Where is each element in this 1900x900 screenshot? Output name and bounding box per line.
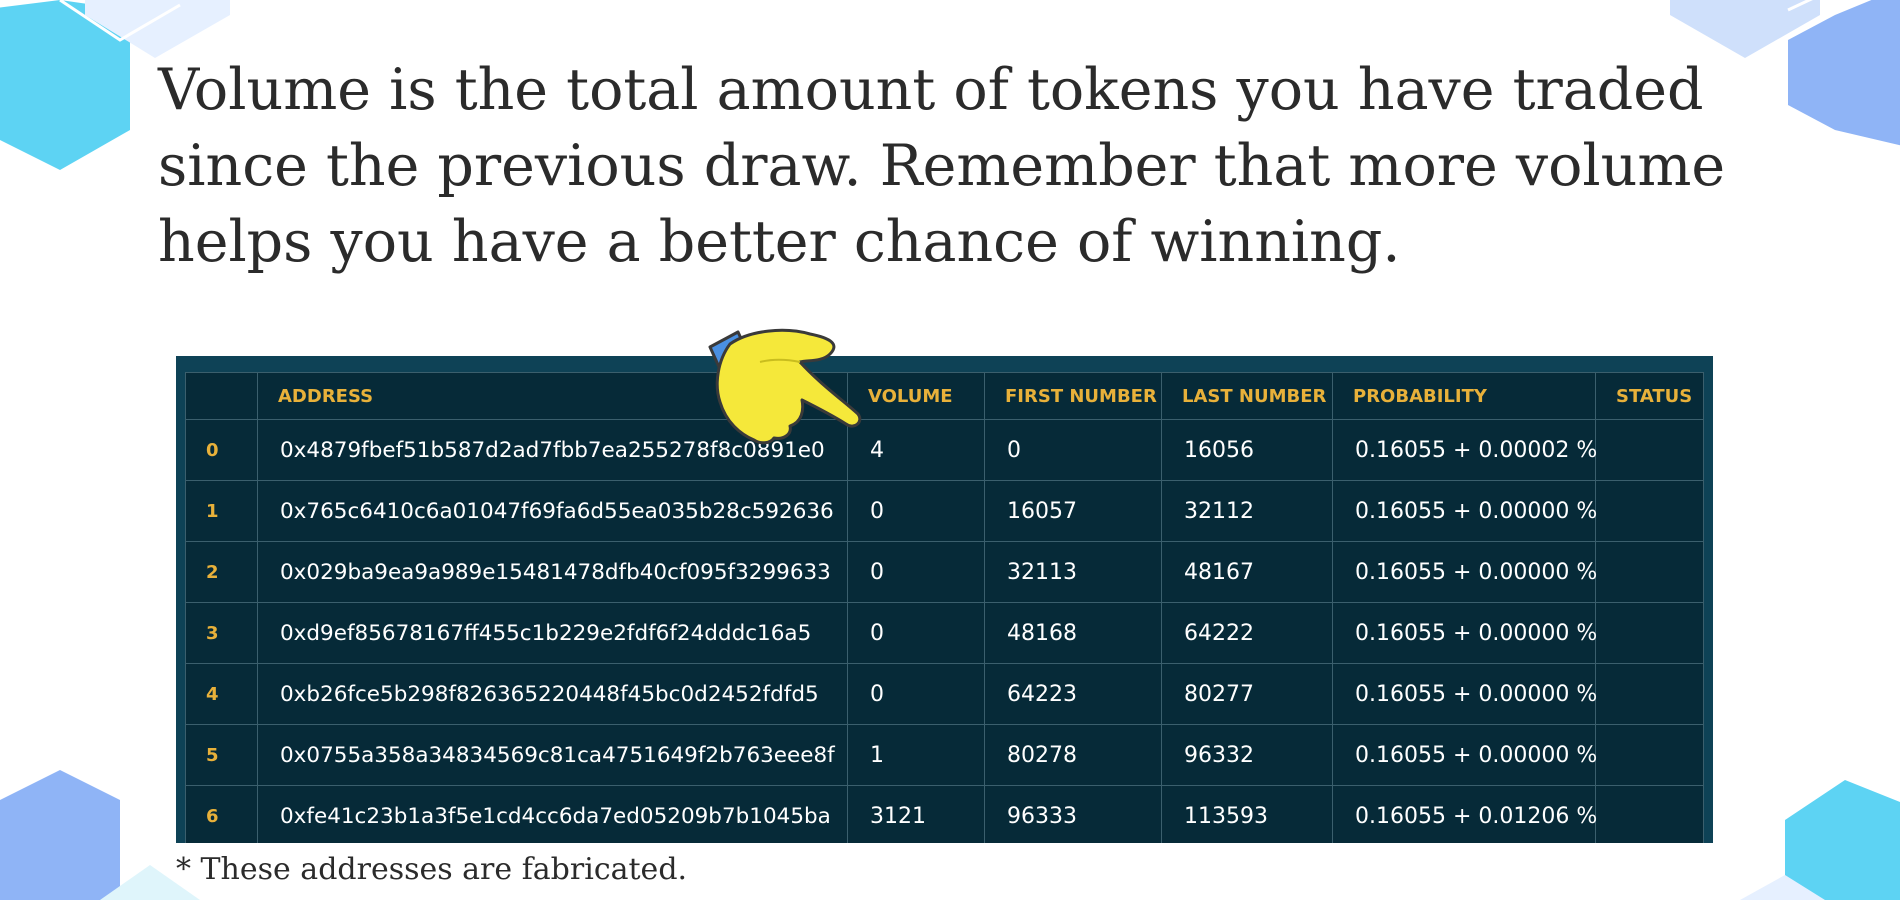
table-row: 1 0x765c6410c6a01047f69fa6d55ea035b28c59… — [185, 480, 1704, 542]
probability-cell: 0.16055 + 0.00002 % — [1332, 419, 1597, 481]
first-number-cell: 32113 — [984, 541, 1162, 603]
volume-cell: 0 — [847, 602, 985, 664]
last-number-cell: 80277 — [1161, 663, 1333, 725]
probability-cell: 0.16055 + 0.00000 % — [1332, 724, 1597, 786]
last-number-cell: 113593 — [1161, 785, 1333, 843]
pointing-hand-icon — [708, 328, 862, 445]
row-index: 2 — [185, 541, 258, 603]
probability-cell: 0.16055 + 0.01206 % — [1332, 785, 1597, 843]
address-cell: 0x4879fbef51b587d2ad7fbb7ea255278f8c0891… — [257, 419, 848, 481]
headline-text: Volume is the total amount of tokens you… — [158, 57, 1726, 275]
status-cell — [1595, 419, 1704, 481]
status-cell — [1595, 480, 1704, 542]
column-header-volume: VOLUME — [847, 372, 985, 420]
hexagon-top-left-icon — [0, 0, 230, 170]
first-number-cell: 48168 — [984, 602, 1162, 664]
first-number-cell: 0 — [984, 419, 1162, 481]
address-table: ADDRESS VOLUME FIRST NUMBER LAST NUMBER … — [185, 372, 1704, 843]
row-index: 3 — [185, 602, 258, 664]
status-cell — [1595, 785, 1704, 843]
table-row: 4 0xb26fce5b298f826365220448f45bc0d2452f… — [185, 663, 1704, 725]
last-number-cell: 64222 — [1161, 602, 1333, 664]
last-number-cell: 48167 — [1161, 541, 1333, 603]
hexagon-bottom-right-icon — [1740, 780, 1900, 900]
volume-cell: 1 — [847, 724, 985, 786]
first-number-cell: 64223 — [984, 663, 1162, 725]
address-table-frame: ADDRESS VOLUME FIRST NUMBER LAST NUMBER … — [176, 356, 1713, 843]
footnote-text: * These addresses are fabricated. — [176, 852, 688, 887]
status-cell — [1595, 724, 1704, 786]
table-row: 2 0x029ba9ea9a989e15481478dfb40cf095f329… — [185, 541, 1704, 603]
first-number-cell: 80278 — [984, 724, 1162, 786]
row-index: 4 — [185, 663, 258, 725]
table-row: 3 0xd9ef85678167ff455c1b229e2fdf6f24dddc… — [185, 602, 1704, 664]
last-number-cell: 16056 — [1161, 419, 1333, 481]
status-cell — [1595, 541, 1704, 603]
address-cell: 0xfe41c23b1a3f5e1cd4cc6da7ed05209b7b1045… — [257, 785, 848, 843]
probability-cell: 0.16055 + 0.00000 % — [1332, 602, 1597, 664]
table-row: 0 0x4879fbef51b587d2ad7fbb7ea255278f8c08… — [185, 419, 1704, 481]
table-row: 6 0xfe41c23b1a3f5e1cd4cc6da7ed05209b7b10… — [185, 785, 1704, 843]
column-header-probability: PROBABILITY — [1332, 372, 1596, 420]
last-number-cell: 32112 — [1161, 480, 1333, 542]
volume-cell: 0 — [847, 541, 985, 603]
table-row: 5 0x0755a358a34834569c81ca4751649f2b763e… — [185, 724, 1704, 786]
volume-cell: 0 — [847, 663, 985, 725]
hexagon-top-right-icon — [1670, 0, 1900, 146]
volume-cell: 3121 — [847, 785, 985, 843]
status-cell — [1595, 602, 1704, 664]
probability-cell: 0.16055 + 0.00000 % — [1332, 541, 1597, 603]
volume-cell: 0 — [847, 480, 985, 542]
column-header-status: STATUS — [1595, 372, 1704, 420]
row-index: 1 — [185, 480, 258, 542]
status-cell — [1595, 663, 1704, 725]
first-number-cell: 16057 — [984, 480, 1162, 542]
address-cell: 0xb26fce5b298f826365220448f45bc0d2452fdf… — [257, 663, 848, 725]
hexagon-bottom-left-icon — [0, 770, 200, 900]
column-header-index — [185, 372, 258, 420]
probability-cell: 0.16055 + 0.00000 % — [1332, 480, 1597, 542]
last-number-cell: 96332 — [1161, 724, 1333, 786]
row-index: 6 — [185, 785, 258, 843]
first-number-cell: 96333 — [984, 785, 1162, 843]
table-header-row: ADDRESS VOLUME FIRST NUMBER LAST NUMBER … — [185, 372, 1704, 420]
column-header-last-number: LAST NUMBER — [1161, 372, 1333, 420]
probability-cell: 0.16055 + 0.00000 % — [1332, 663, 1597, 725]
address-cell: 0xd9ef85678167ff455c1b229e2fdf6f24dddc16… — [257, 602, 848, 664]
address-cell: 0x0755a358a34834569c81ca4751649f2b763eee… — [257, 724, 848, 786]
column-header-first-number: FIRST NUMBER — [984, 372, 1162, 420]
address-cell: 0x765c6410c6a01047f69fa6d55ea035b28c5926… — [257, 480, 848, 542]
row-index: 5 — [185, 724, 258, 786]
row-index: 0 — [185, 419, 258, 481]
address-cell: 0x029ba9ea9a989e15481478dfb40cf095f32996… — [257, 541, 848, 603]
